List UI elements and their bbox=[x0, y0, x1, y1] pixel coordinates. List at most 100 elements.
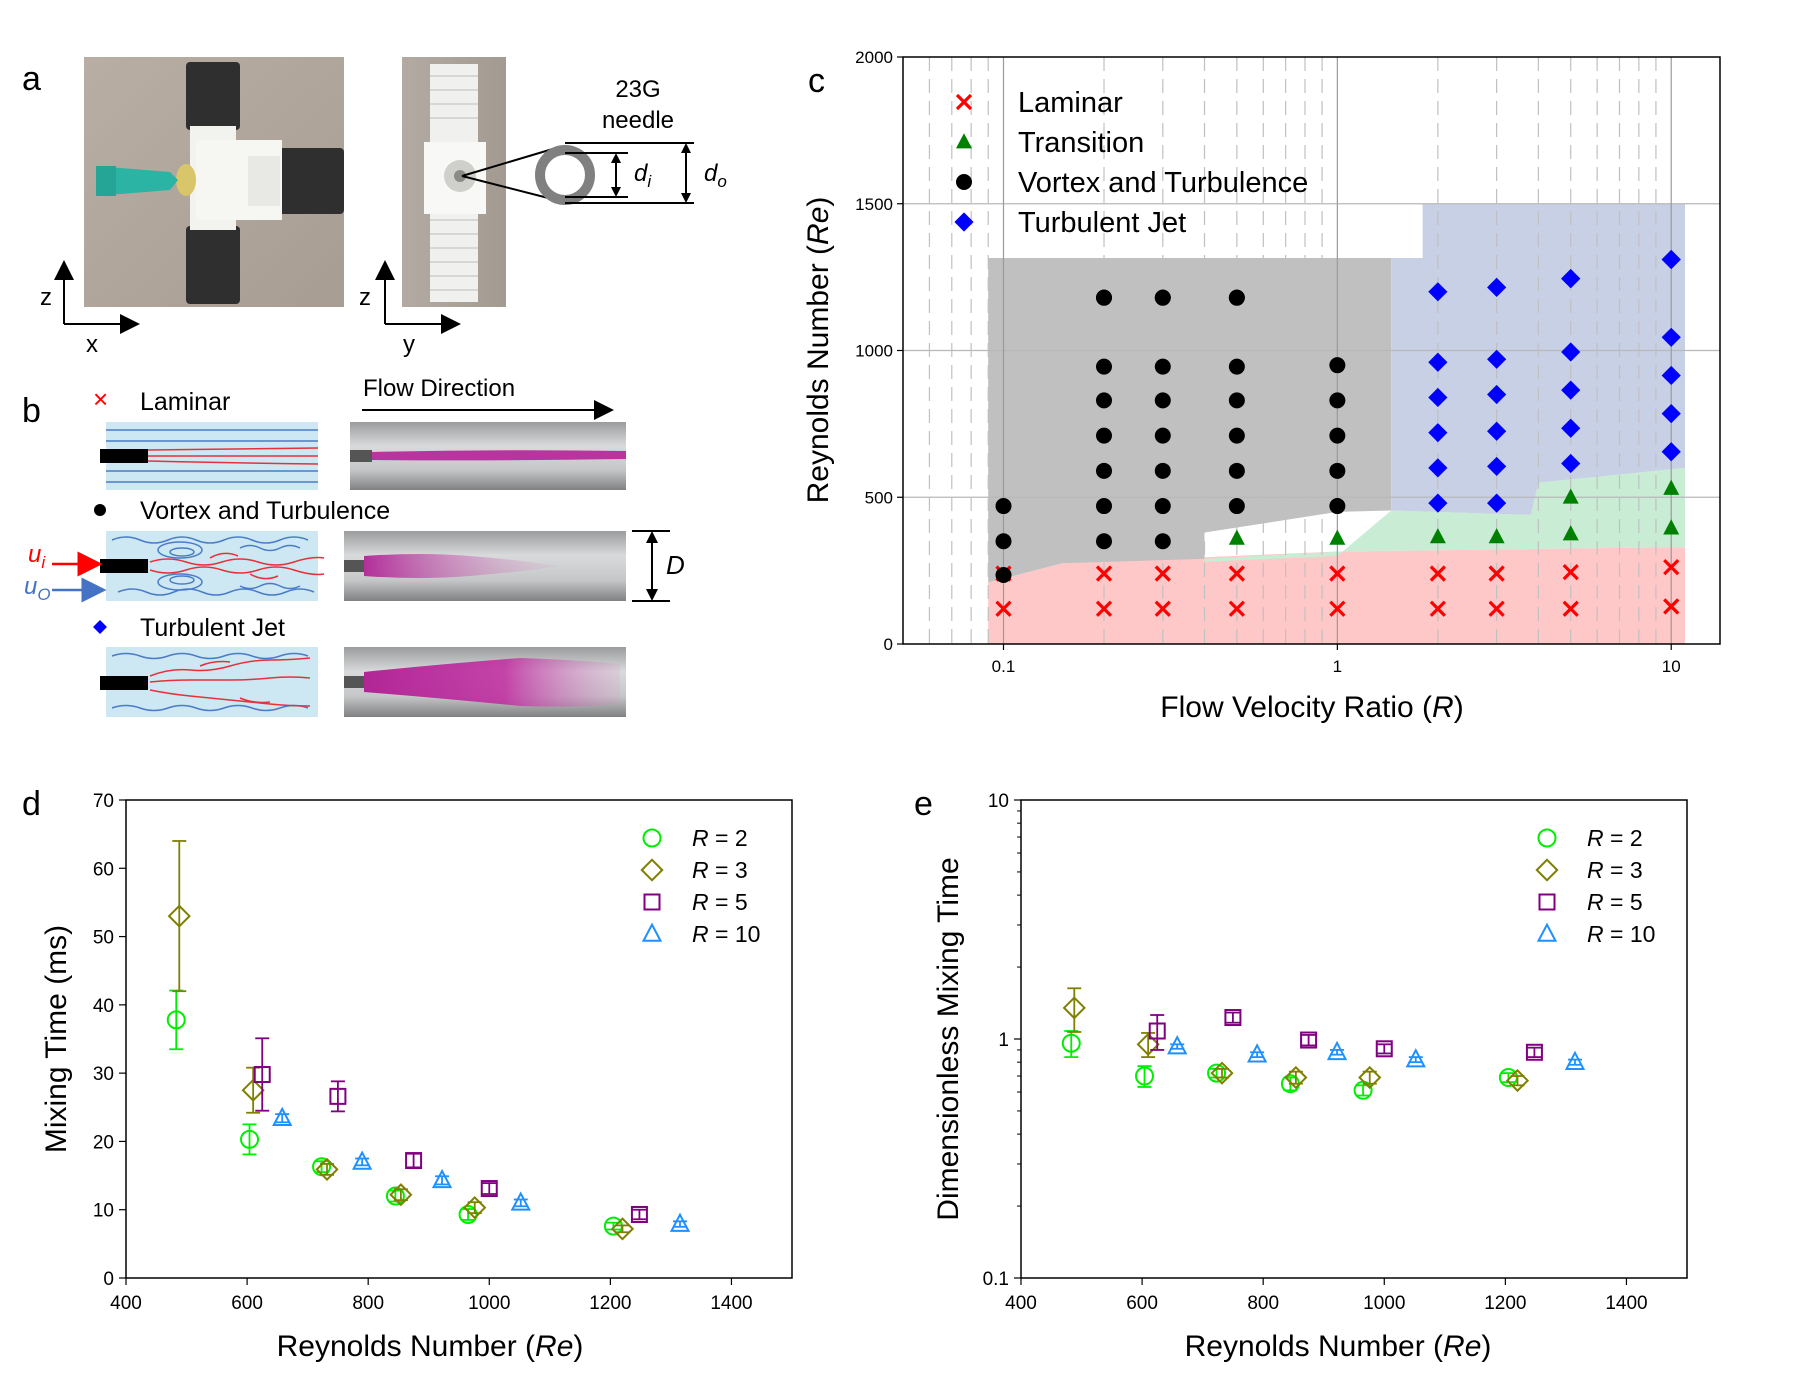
chart-d-point-r5 bbox=[405, 1152, 423, 1170]
chart-c-point-vortex-and-turbulence bbox=[995, 498, 1012, 515]
needle-zoom: 23G needle di do bbox=[461, 76, 727, 205]
chart-c-point-vortex-and-turbulence bbox=[1329, 462, 1346, 479]
chart-d-point-r10 bbox=[351, 1150, 373, 1170]
chart-d-xtick-label: 1400 bbox=[710, 1293, 752, 1314]
chart-e-point-r2 bbox=[1061, 1033, 1081, 1053]
chart-d-point-r5 bbox=[329, 1087, 347, 1105]
chart-c-point-laminar bbox=[1663, 558, 1680, 576]
chart-c-xlabel: Flow Velocity Ratio (R) bbox=[1160, 691, 1463, 724]
chart-d-point-r3 bbox=[241, 1078, 265, 1102]
chart-c-point-transition bbox=[1562, 488, 1579, 504]
jet-photo bbox=[344, 647, 626, 717]
chart-e-point-r3 bbox=[1210, 1061, 1234, 1085]
chart-e-legend-marker-r5 bbox=[1538, 893, 1556, 911]
chart-c-point-vortex-and-turbulence bbox=[1154, 289, 1171, 306]
axis-y-label: y bbox=[403, 331, 415, 358]
legend-label-turbulent-jet: Turbulent Jet bbox=[1018, 207, 1186, 239]
chart-c-point-laminar bbox=[1095, 565, 1113, 582]
chart-c-point-turbulent-jet bbox=[1487, 349, 1507, 369]
do-label: do bbox=[704, 160, 727, 191]
chart-c-point-laminar bbox=[995, 600, 1012, 617]
photo-tee-side bbox=[402, 57, 506, 307]
chart-e-ytick-label: 1 bbox=[998, 1030, 1009, 1051]
chart-c-point-vortex-and-turbulence bbox=[1096, 358, 1113, 375]
photo-tee-front bbox=[84, 57, 344, 307]
chart-d-point-r10 bbox=[510, 1191, 531, 1211]
chart-c-xtick-label: 10 bbox=[1662, 657, 1681, 676]
chart-c-legend: Laminar Transition Vortex and Turbulence Tu… bbox=[954, 87, 1308, 239]
chart-e-point-r5 bbox=[1525, 1043, 1543, 1061]
chart-e-ytick-label: 10 bbox=[988, 791, 1009, 812]
chart-d-point-r2 bbox=[458, 1204, 478, 1224]
vortex-photo bbox=[344, 531, 626, 601]
chart-c-point-laminar bbox=[1562, 563, 1579, 581]
chart-d-point-r2 bbox=[240, 1129, 260, 1149]
chart-c-point-laminar bbox=[1154, 600, 1171, 617]
chart-d-xtick-label: 600 bbox=[231, 1293, 263, 1314]
chart-c-point-turbulent-jet bbox=[1428, 387, 1448, 408]
chart-e-xtick-label: 400 bbox=[1005, 1293, 1037, 1314]
chart-e-xtick-label: 1400 bbox=[1605, 1293, 1647, 1314]
chart-c-point-laminar bbox=[1329, 565, 1346, 582]
chart-c-point-turbulent-jet bbox=[1487, 493, 1507, 513]
chart-d-legend-label-r2: R = 2 bbox=[692, 825, 748, 851]
chart-c-point-transition bbox=[1228, 529, 1245, 545]
chart-d-xtick-label: 400 bbox=[110, 1293, 142, 1314]
axis-z-label-1: z bbox=[40, 284, 52, 311]
chart-e-point-r3 bbox=[1358, 1065, 1382, 1090]
chart-d-legend: R = 2 R = 3 R = 5 R = 10 bbox=[640, 825, 760, 947]
legend-marker-vortex-and-turbulence bbox=[956, 174, 972, 190]
chart-e-xtick-label: 1200 bbox=[1484, 1293, 1526, 1314]
chart-c-point-turbulent-jet bbox=[1661, 404, 1681, 424]
jet-region bbox=[1391, 203, 1685, 515]
chart-d-xtick-label: 800 bbox=[352, 1293, 384, 1314]
chart-e-legend-marker-r3 bbox=[1535, 858, 1559, 882]
chart-e-point-r5 bbox=[1148, 1022, 1166, 1040]
needle-label-line1: 23G bbox=[615, 76, 660, 103]
chart-d-point-r3 bbox=[167, 904, 191, 928]
chart-d-xtick-label: 1000 bbox=[468, 1293, 510, 1314]
ui-label: ui bbox=[28, 541, 46, 572]
chart-c-ytick-label: 1500 bbox=[855, 195, 893, 214]
tube-diameter-marker bbox=[632, 530, 670, 602]
chart-e-legend-label-r10: R = 10 bbox=[1587, 921, 1655, 947]
chart-c-ylabel: Reynolds Number (Re) bbox=[802, 197, 835, 504]
chart-c-point-transition bbox=[1488, 528, 1505, 544]
chart-c-ytick-label: 2000 bbox=[855, 48, 893, 67]
chart-d-legend-marker-r10 bbox=[641, 922, 663, 942]
chart-d-point-r5 bbox=[480, 1180, 498, 1198]
chart-d-ytick-label: 10 bbox=[93, 1201, 114, 1222]
chart-c-point-vortex-and-turbulence bbox=[1096, 289, 1113, 306]
panel-label-a: a bbox=[22, 60, 41, 98]
chart-d-legend-marker-r3 bbox=[640, 858, 664, 882]
chart-c-point-laminar bbox=[1228, 565, 1245, 582]
chart-d-ytick-label: 60 bbox=[93, 859, 114, 880]
chart-d-legend-marker-r2 bbox=[642, 828, 662, 848]
chart-c-point-vortex-and-turbulence bbox=[1096, 462, 1113, 479]
chart-c-point-turbulent-jet bbox=[1661, 365, 1681, 386]
chart-e-point-r2 bbox=[1135, 1066, 1155, 1086]
chart-c-point-laminar bbox=[1228, 600, 1245, 617]
chart-e-point-r3 bbox=[1284, 1065, 1308, 1090]
chart-c-point-laminar bbox=[1429, 565, 1446, 582]
chart-d-point-r3 bbox=[463, 1196, 487, 1220]
chart-c-point-vortex-and-turbulence bbox=[1154, 392, 1171, 409]
chart-c-point-turbulent-jet bbox=[1487, 384, 1507, 405]
chart-e-legend-label-r5: R = 5 bbox=[1587, 889, 1643, 915]
needle-label-line2: needle bbox=[602, 107, 674, 134]
chart-e-point-r5 bbox=[1375, 1040, 1393, 1058]
chart-c-ytick-label: 1000 bbox=[855, 342, 893, 361]
chart-c-ytick-label: 0 bbox=[884, 635, 893, 654]
chart-c-ytick-label: 500 bbox=[865, 488, 893, 507]
chart-c-point-vortex-and-turbulence bbox=[1096, 498, 1113, 515]
chart-c-point-laminar bbox=[1429, 600, 1446, 617]
chart-e-point-r10 bbox=[1167, 1035, 1188, 1055]
chart-e-point-r10 bbox=[1326, 1040, 1348, 1061]
laminar-legend-marker: × bbox=[93, 384, 108, 414]
chart-c-point-vortex-and-turbulence bbox=[1154, 427, 1171, 444]
chart-c-point-vortex-and-turbulence bbox=[1228, 289, 1245, 306]
chart-e-point-r10 bbox=[1405, 1048, 1426, 1068]
chart-e-xtick-label: 800 bbox=[1247, 1293, 1279, 1314]
chart-c-point-laminar bbox=[1154, 565, 1171, 582]
chart-c-point-turbulent-jet bbox=[1561, 453, 1581, 474]
